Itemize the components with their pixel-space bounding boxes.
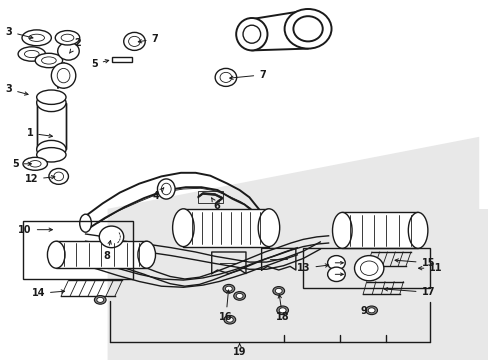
Text: 5: 5 — [91, 59, 108, 69]
Ellipse shape — [327, 256, 345, 270]
Ellipse shape — [23, 157, 47, 170]
Ellipse shape — [272, 287, 284, 295]
Ellipse shape — [51, 63, 76, 88]
Ellipse shape — [215, 68, 236, 86]
Text: 3: 3 — [5, 84, 28, 95]
Ellipse shape — [223, 284, 234, 293]
Text: 1: 1 — [26, 128, 52, 138]
Text: 10: 10 — [18, 225, 52, 235]
Ellipse shape — [97, 297, 103, 302]
Ellipse shape — [37, 140, 66, 158]
Ellipse shape — [37, 90, 66, 104]
Ellipse shape — [275, 288, 282, 293]
Ellipse shape — [279, 308, 285, 313]
Ellipse shape — [236, 293, 243, 298]
Ellipse shape — [226, 317, 233, 322]
Text: 5: 5 — [12, 159, 31, 169]
Text: 7: 7 — [138, 34, 158, 44]
Text: 2: 2 — [69, 38, 81, 53]
Ellipse shape — [35, 53, 62, 68]
Ellipse shape — [225, 286, 232, 291]
Bar — [56, 241, 146, 268]
Polygon shape — [107, 137, 478, 360]
Ellipse shape — [37, 148, 66, 162]
Ellipse shape — [224, 315, 235, 324]
Ellipse shape — [332, 212, 351, 248]
Ellipse shape — [138, 241, 155, 268]
Text: 17: 17 — [384, 287, 434, 297]
Ellipse shape — [47, 241, 65, 268]
Ellipse shape — [99, 226, 123, 248]
Text: 14: 14 — [31, 288, 64, 298]
Ellipse shape — [123, 32, 145, 50]
Text: 9: 9 — [360, 306, 367, 316]
Text: 8: 8 — [103, 240, 111, 261]
Ellipse shape — [276, 306, 288, 315]
Bar — [112, 57, 132, 62]
Ellipse shape — [58, 42, 79, 60]
Ellipse shape — [233, 292, 245, 300]
Text: 13: 13 — [296, 263, 328, 273]
Text: 3: 3 — [5, 27, 33, 39]
Ellipse shape — [284, 9, 331, 49]
Ellipse shape — [365, 306, 377, 315]
Bar — [23, 221, 133, 279]
Ellipse shape — [327, 267, 345, 282]
Ellipse shape — [49, 168, 68, 184]
Ellipse shape — [236, 18, 267, 50]
Text: 6: 6 — [211, 198, 220, 211]
Text: 11: 11 — [418, 263, 442, 273]
Ellipse shape — [172, 209, 194, 247]
Bar — [198, 191, 223, 203]
Bar — [303, 248, 429, 288]
Bar — [183, 209, 268, 247]
Ellipse shape — [37, 94, 66, 112]
Ellipse shape — [22, 30, 51, 46]
Text: 12: 12 — [24, 174, 55, 184]
Ellipse shape — [354, 256, 383, 281]
Text: 4: 4 — [152, 188, 163, 201]
Text: 19: 19 — [232, 344, 246, 357]
Ellipse shape — [80, 214, 91, 232]
Ellipse shape — [258, 209, 279, 247]
Ellipse shape — [18, 47, 45, 61]
Ellipse shape — [94, 296, 106, 304]
Bar — [342, 212, 417, 248]
Ellipse shape — [157, 179, 175, 199]
Polygon shape — [107, 209, 488, 360]
Ellipse shape — [407, 212, 427, 248]
Text: 18: 18 — [275, 295, 289, 323]
Ellipse shape — [55, 31, 80, 45]
Ellipse shape — [367, 308, 374, 313]
Text: 7: 7 — [229, 70, 265, 80]
Text: 15: 15 — [394, 258, 434, 268]
Bar — [37, 103, 66, 149]
Text: 16: 16 — [219, 290, 232, 323]
